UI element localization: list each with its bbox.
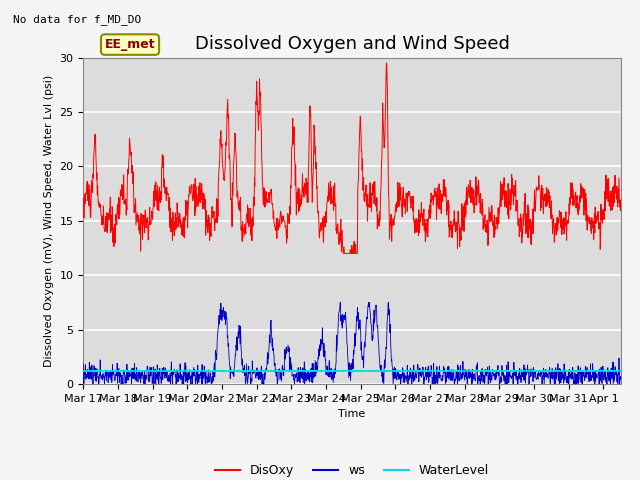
X-axis label: Time: Time xyxy=(339,409,365,419)
Y-axis label: Dissolved Oxygen (mV), Wind Speed, Water Lvl (psi): Dissolved Oxygen (mV), Wind Speed, Water… xyxy=(44,75,54,367)
Legend: DisOxy, ws, WaterLevel: DisOxy, ws, WaterLevel xyxy=(210,459,494,480)
Text: EE_met: EE_met xyxy=(105,38,156,51)
Text: No data for f_MD_DO: No data for f_MD_DO xyxy=(13,14,141,25)
Title: Dissolved Oxygen and Wind Speed: Dissolved Oxygen and Wind Speed xyxy=(195,35,509,53)
